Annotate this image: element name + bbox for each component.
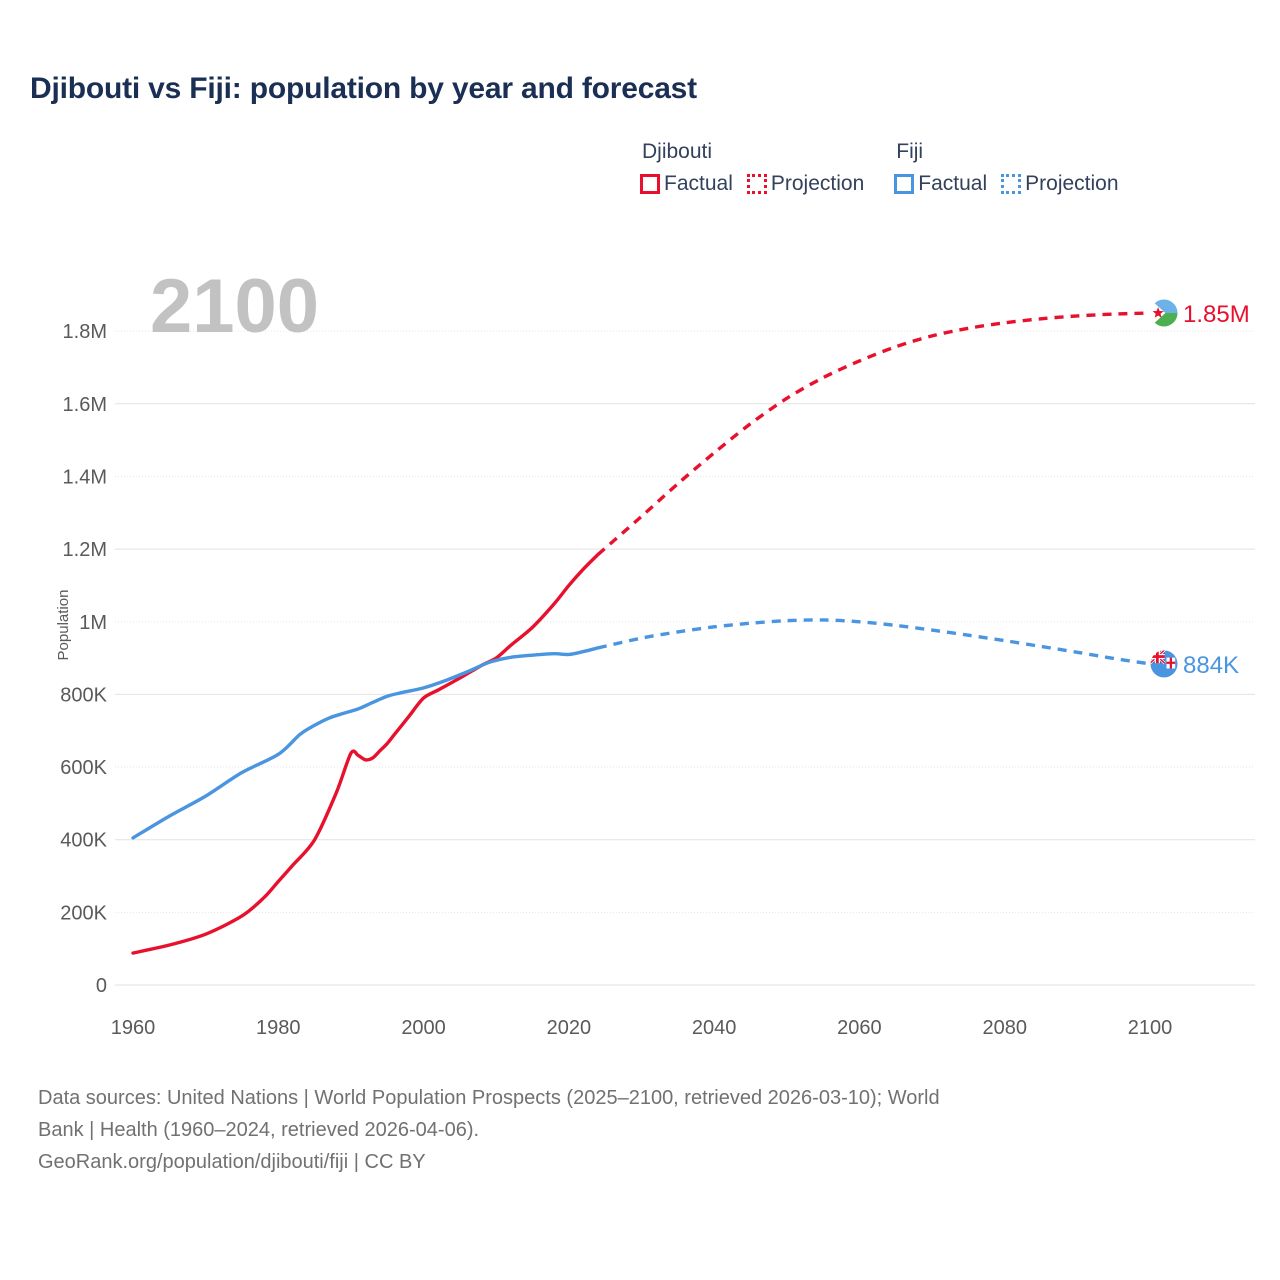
series-lines (131, 311, 1151, 955)
x-axis-tick-label: 2020 (547, 1017, 592, 1039)
series-line-djibouti-factual (131, 552, 600, 955)
y-axis-tick-label: 1.4M (63, 466, 107, 488)
series-line-fiji-projection (597, 618, 1151, 666)
fiji-flag-icon (1149, 649, 1179, 679)
series-line-djibouti-projection (596, 311, 1151, 556)
y-axis-title: Population (55, 590, 72, 661)
legend-label-djibouti-projection: Projection (770, 172, 865, 195)
footer-sources-line-2: Bank | Health (1960–2024, retrieved 2026… (38, 1119, 480, 1141)
end-value-label-djibouti: 1.85M (1183, 301, 1250, 328)
legend-label-djibouti-factual: Factual (664, 172, 733, 195)
legend-group-title-djibouti: Djibouti (642, 140, 713, 163)
x-axis-tick-label: 1980 (256, 1017, 301, 1039)
legend-items-djibouti: Factual Projection (640, 172, 864, 196)
legend-item-fiji-factual[interactable]: Factual (894, 172, 987, 196)
end-value-label-fiji: 884K (1183, 652, 1239, 679)
x-axis-tick-label: 1960 (111, 1017, 156, 1039)
series-line-fiji-factual (131, 646, 600, 840)
population-line-chart: 0 200K 400K 600K 800K 1M 1.2M 1.4M 1.6M 1.8M 1960… (55, 264, 1255, 1039)
legend-label-fiji-factual: Factual (918, 172, 988, 195)
x-axis-tick-label: 2040 (692, 1017, 737, 1039)
plot-area: 0 200K 400K 600K 800K 1M 1.2M 1.4M 1.6M 1.8M 1960… (0, 240, 1280, 1060)
legend-swatch-dotted-icon (1001, 174, 1022, 194)
legend-item-djibouti-factual[interactable]: Factual (640, 172, 733, 196)
legend-item-djibouti-projection[interactable]: Projection (746, 172, 865, 196)
x-axis-tick-label: 2060 (837, 1017, 882, 1039)
gridlines (115, 330, 1255, 986)
y-axis-tick-label: 1.8M (63, 321, 107, 343)
series-end-markers: 1.85M 884K (1149, 298, 1250, 679)
y-axis-tick-label: 800K (60, 684, 107, 706)
legend-group-fiji: Fiji Factual Projection (894, 140, 1119, 196)
djibouti-flag-icon (1149, 298, 1179, 328)
x-axis-tick-labels: 1960 1980 2000 2020 2040 2060 2080 2100 (111, 1017, 1173, 1039)
chart-legend: Djibouti Factual Projection Fiji Factual (640, 140, 1149, 196)
y-axis-tick-labels: 0 200K 400K 600K 800K 1M 1.2M 1.4M 1.6M 1.8M (60, 321, 107, 997)
y-axis-tick-label: 1.2M (63, 539, 107, 561)
x-axis-tick-label: 2000 (401, 1017, 446, 1039)
legend-group-title-fiji: Fiji (896, 140, 924, 163)
y-axis-tick-label: 0 (96, 975, 107, 997)
y-axis-tick-label: 1.6M (63, 394, 107, 416)
legend-group-djibouti: Djibouti Factual Projection (640, 140, 864, 196)
legend-swatch-solid-icon (640, 174, 660, 194)
footer-attribution[interactable]: GeoRank.org/population/djibouti/fiji | C… (38, 1151, 426, 1173)
page-title: Djibouti vs Fiji: population by year and… (30, 72, 697, 105)
year-watermark: 2100 (150, 264, 319, 349)
x-axis-tick-label: 2080 (982, 1017, 1027, 1039)
legend-swatch-solid-icon (894, 174, 915, 194)
legend-items-fiji: Factual Projection (894, 172, 1119, 196)
y-axis-tick-label: 1M (79, 612, 107, 634)
legend-label-fiji-projection: Projection (1025, 172, 1119, 195)
y-axis-tick-label: 600K (60, 757, 107, 779)
legend-swatch-dotted-icon (746, 174, 767, 194)
footer-sources-line-1: Data sources: United Nations | World Pop… (38, 1087, 940, 1109)
y-axis-tick-label: 200K (60, 902, 107, 924)
y-axis-tick-label: 400K (60, 830, 107, 852)
footer: Data sources: United Nations | World Pop… (38, 1082, 1238, 1178)
x-axis-tick-label: 2100 (1128, 1017, 1173, 1039)
legend-item-fiji-projection[interactable]: Projection (1001, 172, 1119, 196)
